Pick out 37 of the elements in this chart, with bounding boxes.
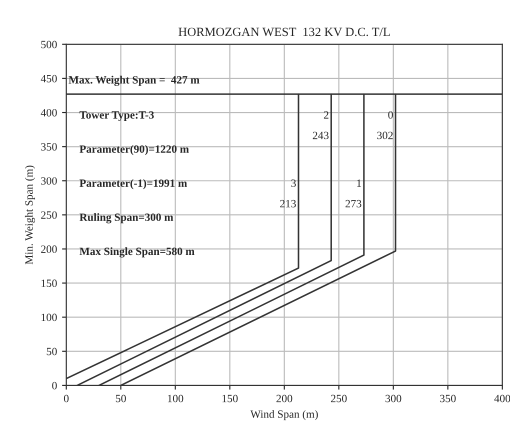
annotation: 302 <box>377 132 393 140</box>
x-tick-label: 200 <box>276 394 292 402</box>
y-tick-label: 250 <box>41 211 57 219</box>
y-tick-label: 450 <box>40 74 57 82</box>
x-tick-label: 50 <box>116 394 126 402</box>
y-tick-label: 400 <box>40 108 57 116</box>
y-tick-label: 300 <box>41 177 57 185</box>
y-tick-label: 200 <box>41 245 57 253</box>
annotation: Parameter(-1)=1991 m <box>80 179 188 190</box>
annotation: Ruling Span=300 m <box>80 213 174 224</box>
x-tick-label: 250 <box>330 394 347 402</box>
y-tick-label: 0 <box>52 382 57 390</box>
y-axis-title: Min. Weight Span (m) <box>24 166 36 264</box>
annotation: Max Single Span=580 m <box>80 247 194 258</box>
series-label: 0 <box>388 111 393 119</box>
ref-line-label: Max. Weight Span = 427 m <box>68 76 200 86</box>
annotation: Parameter(90)=1220 m <box>80 145 189 156</box>
y-tick-label: 100 <box>42 314 57 322</box>
y-tick-label: 350 <box>41 143 57 151</box>
annotation: 273 <box>346 200 362 208</box>
y-tick-label: 500 <box>41 40 57 48</box>
x-tick-label: 300 <box>386 394 402 402</box>
chart-title: HORMOZGAN WEST 132 KV D.C. T/L <box>178 28 390 36</box>
annotation: 213 <box>280 200 296 208</box>
series-label: 1 <box>357 179 362 187</box>
series-label: 3 <box>291 179 296 187</box>
x-tick-label: 350 <box>440 394 456 402</box>
x-tick-label: 0 <box>64 394 69 402</box>
x-tick-label: 150 <box>222 394 238 402</box>
x-axis-title: Wind Span (m) <box>250 410 318 420</box>
series-label: 2 <box>324 111 328 119</box>
x-tick-label: 100 <box>168 394 184 402</box>
y-tick-label: 150 <box>42 280 57 288</box>
y-tick-label: 50 <box>46 348 57 356</box>
annotation: 243 <box>312 132 329 140</box>
x-tick-label: 400 <box>494 394 510 402</box>
annotation: Tower Type:T-3 <box>80 111 154 121</box>
